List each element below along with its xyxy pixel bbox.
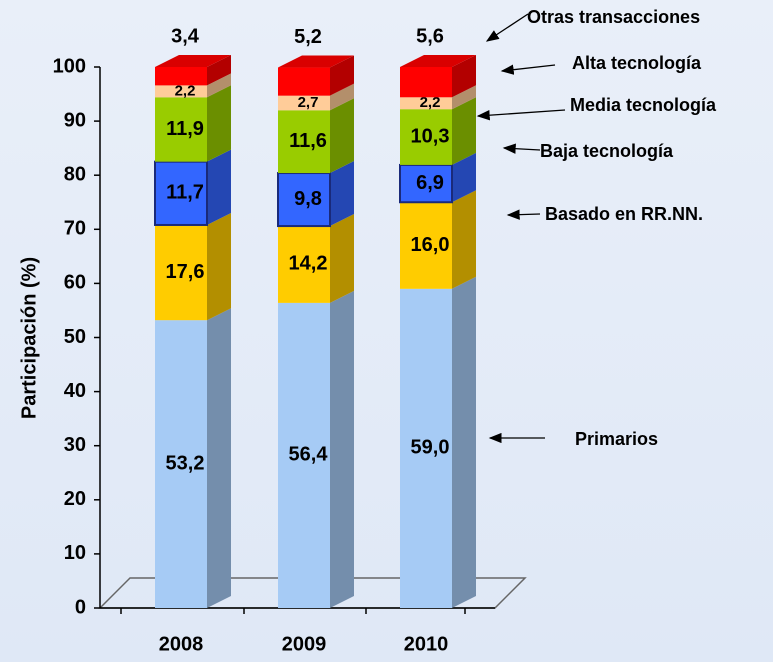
bar-segment — [155, 85, 207, 98]
y-tick-label: 0 — [75, 596, 86, 618]
value-label: 2,2 — [420, 94, 441, 111]
y-tick-label: 70 — [64, 218, 86, 240]
bar-side — [452, 152, 476, 203]
value-label: 2,7 — [298, 94, 319, 111]
value-label: 17,6 — [166, 261, 205, 283]
y-tick-label: 40 — [64, 380, 86, 402]
x-tick-label: 2009 — [282, 633, 327, 655]
bar-side — [330, 55, 354, 96]
bar-segment — [155, 224, 207, 321]
y-tick-label: 80 — [64, 163, 86, 185]
value-label: 59,0 — [411, 437, 450, 459]
bar-side — [452, 97, 476, 165]
bar-segment — [400, 67, 452, 98]
bar-segment — [400, 288, 452, 608]
legend-label: Otras transacciones — [527, 7, 700, 27]
y-tick-label: 30 — [64, 434, 86, 456]
bar-top — [278, 55, 354, 68]
x-tick-label: 2008 — [159, 633, 204, 655]
legend-arrow — [485, 13, 529, 42]
bar-side — [330, 214, 354, 303]
bar-segment — [155, 320, 207, 608]
bar-segment — [400, 202, 452, 289]
legend-arrow — [476, 109, 566, 121]
value-label: 53,2 — [166, 452, 205, 474]
value-label: 5,6 — [416, 25, 444, 47]
bar-segment — [399, 163, 453, 204]
value-label: 56,4 — [289, 444, 329, 466]
value-label: 14,2 — [289, 253, 328, 275]
value-label: 11,7 — [166, 182, 204, 204]
bar-side — [207, 55, 231, 86]
y-tick-label: 100 — [53, 55, 86, 77]
bar-side — [330, 98, 354, 174]
y-tick-label: 10 — [64, 542, 86, 564]
bar-segment — [155, 97, 207, 162]
bar-segment — [278, 302, 330, 608]
legend-arrow — [500, 64, 556, 75]
bar-segment — [278, 67, 330, 96]
value-label: 10,3 — [411, 125, 450, 147]
legend-label: Alta tecnología — [572, 53, 702, 73]
bar-side — [330, 161, 354, 227]
bar-side — [207, 85, 231, 162]
bar-side — [207, 308, 231, 608]
bar-segment — [400, 97, 452, 110]
y-tick-label: 90 — [64, 109, 86, 131]
x-tick-label: 2010 — [404, 633, 449, 655]
value-label: 9,8 — [294, 188, 322, 210]
bar-top — [400, 55, 476, 67]
legend-label: Media tecnología — [570, 95, 717, 115]
legend-label: Baja tecnología — [540, 141, 674, 161]
bar-side — [452, 85, 476, 110]
bar-side — [330, 290, 354, 608]
y-tick-label: 20 — [64, 488, 86, 510]
bar-side — [207, 73, 231, 98]
bar-top — [155, 55, 231, 67]
bar-segment — [278, 110, 330, 174]
bar-side — [330, 83, 354, 111]
value-label: 16,0 — [411, 234, 450, 256]
value-label: 3,4 — [171, 25, 200, 47]
y-tick-label: 60 — [64, 272, 86, 294]
bar-segment — [278, 95, 330, 111]
bar-side — [207, 149, 231, 225]
y-tick-label: 50 — [64, 326, 86, 348]
bar-side — [452, 276, 476, 608]
y-axis-label: Participación (%) — [18, 257, 40, 419]
bar-side — [452, 55, 476, 98]
bar-segment — [400, 109, 452, 165]
value-label: 11,6 — [289, 130, 327, 152]
value-label: 11,9 — [166, 118, 204, 140]
legend-label: Basado en RR.NN. — [545, 204, 703, 224]
legend-arrow — [506, 209, 541, 220]
bar-segment — [154, 160, 208, 226]
legend-label: Primarios — [575, 429, 658, 449]
bar-side — [207, 212, 231, 321]
bar-segment — [278, 226, 330, 303]
bar-side — [452, 190, 476, 289]
value-label: 5,2 — [294, 26, 322, 48]
bar-segment — [277, 172, 331, 228]
value-label: 2,2 — [175, 82, 196, 99]
bar-segment — [155, 67, 207, 86]
value-label: 6,9 — [416, 172, 444, 194]
legend-arrow — [502, 143, 541, 154]
